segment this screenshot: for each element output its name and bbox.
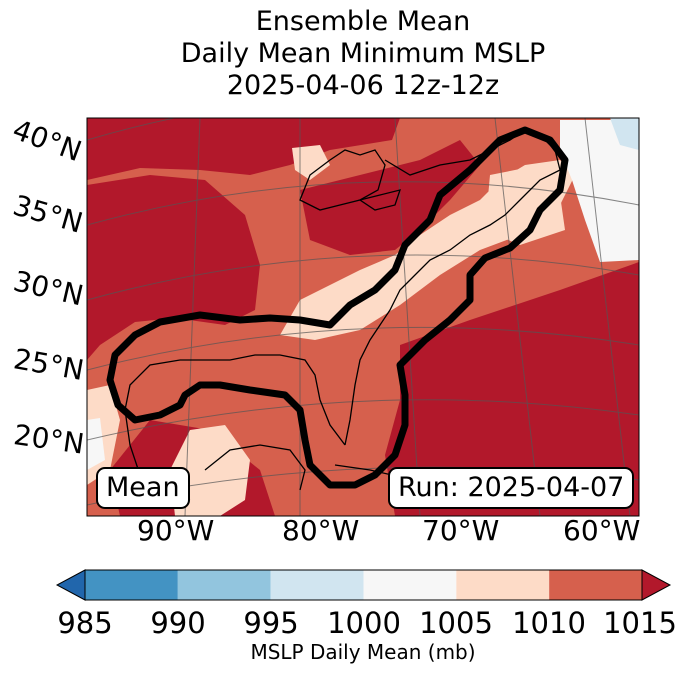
field-light-central [292,145,330,180]
colorbar-segment [363,570,457,600]
colorbar-tick-990: 990 [150,606,206,640]
lake-erie-coast [358,189,401,211]
colorbar-segment [177,570,271,600]
mean-label-box: Mean [96,467,190,509]
field-north-high [87,118,400,180]
lon-label-60w: 60°W [563,514,641,547]
lon-label-90w: 90°W [137,514,215,547]
map-frame [86,117,640,517]
colorbar-tick-995: 995 [243,606,299,640]
colorbar-tick-1010: 1010 [512,606,586,640]
title-line-1: Ensemble Mean [255,6,471,37]
lon-label-70w: 70°W [422,514,500,547]
colorbar-extend-low [55,569,86,601]
run-date-box: Run: 2025-04-07 [388,467,635,509]
colorbar-segment [456,570,550,600]
field-light-northeast [485,165,565,245]
field-white-west [87,418,105,470]
mean-contour [106,126,569,489]
field-white-east [560,120,639,262]
field-east-high [385,262,639,516]
colorbar-tick-1000: 1000 [327,606,401,640]
field-blue-northeast [610,118,639,150]
colorbar-segment [270,570,364,600]
colorbar-segment [549,570,642,600]
colorbar-title: MSLP Daily Mean (mb) [250,640,476,664]
field-northcentral-high [300,140,480,255]
yucatan-coast [204,444,306,491]
colorbar [55,569,672,601]
title-line-3: 2025-04-06 12z-12z [226,70,500,101]
great-lakes-coast [299,149,386,211]
gulf-coast [124,354,346,501]
colorbar-extend-high [641,569,672,601]
colorbar-frame [84,569,643,601]
colorbar-tick-1015: 1015 [603,606,677,640]
colorbar-segment [85,570,178,600]
title-line-2: Daily Mean Minimum MSLP [180,38,546,69]
lon-label-80w: 80°W [282,514,360,547]
colorbar-tick-985: 985 [57,606,113,640]
field-light-southwest [170,425,250,516]
colorbar-tick-1005: 1005 [419,606,493,640]
